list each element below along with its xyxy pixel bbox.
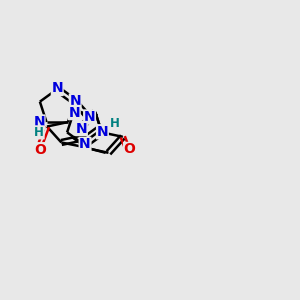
Text: N: N	[84, 110, 95, 124]
Text: N: N	[69, 94, 81, 108]
Text: N: N	[97, 125, 108, 139]
Text: N: N	[33, 115, 45, 129]
Text: O: O	[34, 143, 46, 157]
Text: N: N	[51, 82, 63, 95]
Text: N: N	[76, 122, 87, 136]
Text: O: O	[124, 142, 136, 157]
Text: N: N	[68, 106, 80, 120]
Text: H: H	[110, 117, 120, 130]
Text: H: H	[34, 126, 44, 139]
Text: N: N	[79, 137, 91, 152]
